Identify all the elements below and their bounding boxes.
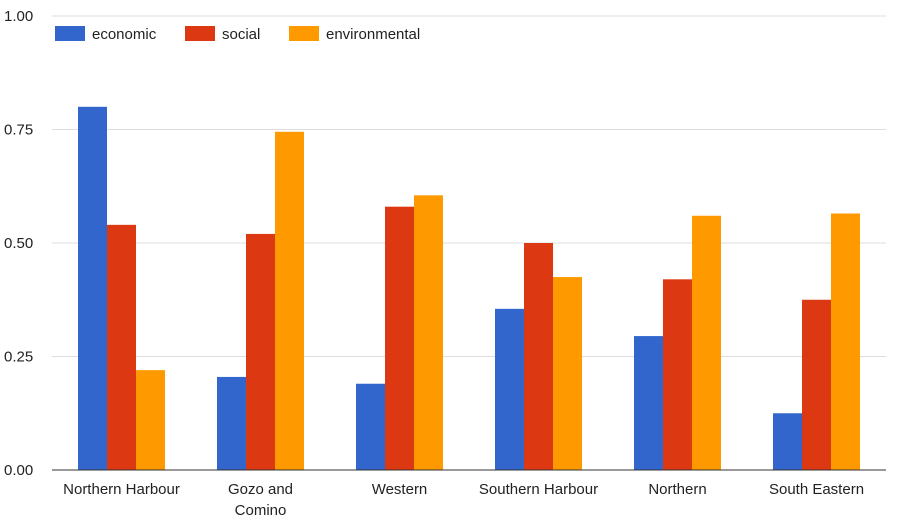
x-category-label: Southern Harbour (479, 481, 598, 498)
legend-swatch-economic (55, 26, 85, 41)
legend-label-social[interactable]: social (222, 26, 260, 43)
bar-social[interactable] (246, 233, 275, 470)
gridlines (52, 15, 886, 357)
bars (78, 106, 860, 471)
bar-environmental[interactable] (414, 195, 443, 470)
bar-social[interactable] (107, 224, 136, 470)
y-tick-label: 0.25 (4, 349, 33, 366)
bar-environmental[interactable] (553, 277, 582, 470)
bar-environmental[interactable] (692, 215, 721, 470)
bar-economic[interactable] (217, 376, 246, 470)
y-tick-label: 0.75 (4, 122, 33, 139)
legend-label-environmental[interactable]: environmental (326, 26, 420, 43)
legend-label-economic[interactable]: economic (92, 26, 157, 43)
bar-environmental[interactable] (831, 213, 860, 471)
bar-economic[interactable] (495, 308, 524, 470)
y-tick-label: 1.00 (4, 8, 33, 25)
y-tick-label: 0.50 (4, 235, 33, 252)
x-axis-category-labels: Northern Harbour Gozo and Comino Western Sou… (63, 481, 864, 516)
y-axis-ticks: 0.00 0.25 0.50 0.75 1.00 (4, 8, 33, 479)
bar-social[interactable] (663, 279, 692, 470)
legend-swatch-environmental (289, 26, 319, 41)
legend-swatch-social (185, 26, 215, 41)
bar-economic[interactable] (78, 106, 107, 471)
legend[interactable]: economic social environmental (55, 26, 420, 43)
bar-social[interactable] (802, 299, 831, 470)
x-category-label: Northern Harbour (63, 481, 180, 498)
bar-economic[interactable] (773, 413, 802, 470)
x-category-label: South Eastern (769, 481, 864, 498)
bar-social[interactable] (385, 206, 414, 470)
x-category-label: Northern (648, 481, 706, 498)
bar-environmental[interactable] (275, 131, 304, 470)
x-category-label: Western (372, 481, 428, 498)
bar-environmental[interactable] (136, 370, 165, 470)
bar-economic[interactable] (356, 383, 385, 470)
bar-social[interactable] (524, 243, 553, 470)
y-tick-label: 0.00 (4, 462, 33, 479)
x-category-label: Comino (235, 502, 287, 516)
x-category-label: Gozo and (228, 481, 293, 498)
bar-economic[interactable] (634, 336, 663, 470)
